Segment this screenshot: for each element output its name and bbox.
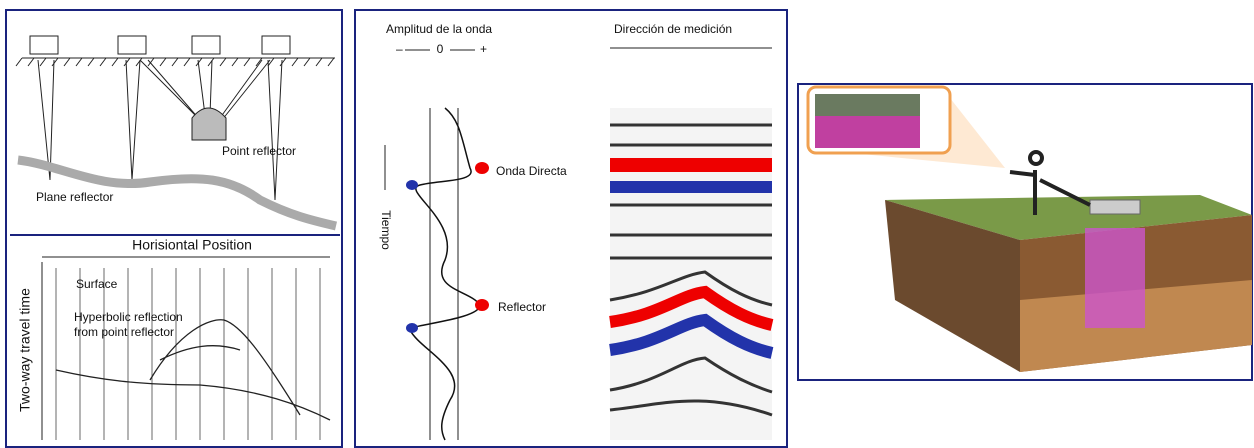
label: Amplitud de la onda bbox=[386, 22, 492, 36]
radargram-panel: Amplitud de la onda – 0 + Dirección de m… bbox=[355, 10, 787, 447]
label: from point reflector bbox=[74, 325, 174, 339]
figure: Point reflector Plane reflector Horision… bbox=[0, 0, 1254, 448]
point-object bbox=[192, 108, 226, 140]
peak-red bbox=[475, 299, 489, 311]
gpr-principle-panel: Point reflector Plane reflector Horision… bbox=[6, 10, 342, 447]
label: Onda Directa bbox=[496, 164, 567, 178]
gpr-cart bbox=[1090, 200, 1140, 214]
label: Plane reflector bbox=[36, 190, 113, 204]
band-blue bbox=[610, 181, 772, 193]
label: Hyperbolic reflection bbox=[74, 310, 183, 324]
peak-red bbox=[475, 162, 489, 174]
inset-layers bbox=[815, 94, 920, 116]
scan-zone bbox=[1085, 228, 1145, 328]
label: – bbox=[396, 42, 403, 56]
inset-zone bbox=[815, 116, 920, 148]
label: Surface bbox=[76, 277, 118, 291]
field-illustration-panel bbox=[798, 84, 1252, 380]
peak-blue bbox=[406, 323, 418, 333]
label: 0 bbox=[437, 42, 444, 56]
label: Reflector bbox=[498, 300, 546, 314]
axis-label: Two-way travel time bbox=[17, 288, 33, 412]
band-red bbox=[610, 158, 772, 172]
axis-label: Horisiontal Position bbox=[132, 237, 252, 253]
label: Tiempo bbox=[379, 210, 393, 250]
peak-blue bbox=[406, 180, 418, 190]
label: Point reflector bbox=[222, 144, 296, 158]
label: + bbox=[480, 42, 487, 56]
label: Dirección de medición bbox=[614, 22, 732, 36]
